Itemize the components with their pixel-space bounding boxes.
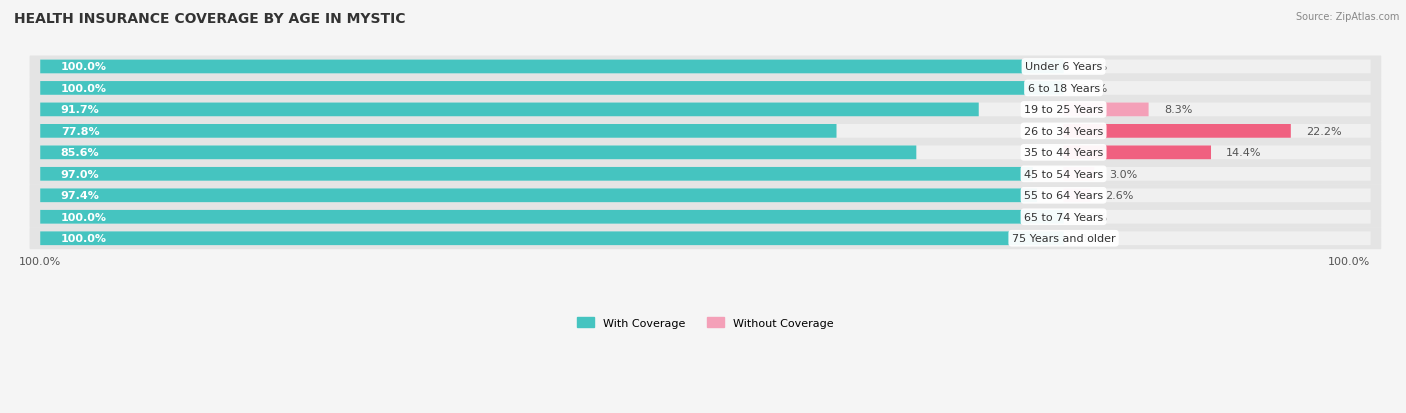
FancyBboxPatch shape — [41, 210, 1371, 224]
FancyBboxPatch shape — [30, 78, 1381, 100]
Text: 65 to 74 Years: 65 to 74 Years — [1024, 212, 1104, 222]
Text: 100.0%: 100.0% — [60, 62, 107, 72]
FancyBboxPatch shape — [41, 189, 1038, 203]
Text: 19 to 25 Years: 19 to 25 Years — [1024, 105, 1104, 115]
FancyBboxPatch shape — [41, 82, 1371, 95]
FancyBboxPatch shape — [30, 185, 1381, 207]
Text: 8.3%: 8.3% — [1164, 105, 1192, 115]
FancyBboxPatch shape — [30, 206, 1381, 228]
Text: 100.0%: 100.0% — [60, 84, 107, 94]
FancyBboxPatch shape — [1063, 146, 1211, 160]
FancyBboxPatch shape — [30, 142, 1381, 164]
Text: 14.4%: 14.4% — [1226, 148, 1261, 158]
Text: 6 to 18 Years: 6 to 18 Years — [1028, 84, 1099, 94]
FancyBboxPatch shape — [1063, 189, 1090, 203]
FancyBboxPatch shape — [41, 232, 1371, 246]
FancyBboxPatch shape — [41, 232, 1064, 246]
FancyBboxPatch shape — [41, 210, 1064, 224]
Text: 55 to 64 Years: 55 to 64 Years — [1024, 191, 1104, 201]
FancyBboxPatch shape — [30, 99, 1381, 121]
Text: 100.0%: 100.0% — [20, 256, 62, 266]
Text: HEALTH INSURANCE COVERAGE BY AGE IN MYSTIC: HEALTH INSURANCE COVERAGE BY AGE IN MYST… — [14, 12, 405, 26]
Text: 0.0%: 0.0% — [1078, 234, 1107, 244]
Text: 97.0%: 97.0% — [60, 169, 100, 179]
Text: 85.6%: 85.6% — [60, 148, 100, 158]
FancyBboxPatch shape — [41, 82, 1064, 95]
Text: Under 6 Years: Under 6 Years — [1025, 62, 1102, 72]
Text: 100.0%: 100.0% — [60, 234, 107, 244]
FancyBboxPatch shape — [41, 168, 1371, 181]
Text: 45 to 54 Years: 45 to 54 Years — [1024, 169, 1104, 179]
FancyBboxPatch shape — [41, 146, 1371, 160]
FancyBboxPatch shape — [30, 164, 1381, 185]
Text: 0.0%: 0.0% — [1078, 212, 1107, 222]
FancyBboxPatch shape — [1063, 168, 1094, 181]
Text: 75 Years and older: 75 Years and older — [1012, 234, 1115, 244]
Text: 22.2%: 22.2% — [1306, 126, 1341, 137]
Text: 97.4%: 97.4% — [60, 191, 100, 201]
FancyBboxPatch shape — [41, 189, 1371, 203]
Text: 100.0%: 100.0% — [60, 212, 107, 222]
Text: Source: ZipAtlas.com: Source: ZipAtlas.com — [1295, 12, 1399, 22]
FancyBboxPatch shape — [1063, 103, 1149, 117]
Text: 91.7%: 91.7% — [60, 105, 100, 115]
Text: 100.0%: 100.0% — [1329, 256, 1371, 266]
FancyBboxPatch shape — [41, 60, 1064, 74]
FancyBboxPatch shape — [41, 125, 837, 138]
FancyBboxPatch shape — [41, 103, 979, 117]
Text: 0.0%: 0.0% — [1078, 84, 1107, 94]
Legend: With Coverage, Without Coverage: With Coverage, Without Coverage — [572, 313, 838, 332]
Text: 35 to 44 Years: 35 to 44 Years — [1024, 148, 1104, 158]
Text: 77.8%: 77.8% — [60, 126, 100, 137]
FancyBboxPatch shape — [41, 146, 917, 160]
Text: 2.6%: 2.6% — [1105, 191, 1133, 201]
FancyBboxPatch shape — [30, 56, 1381, 78]
FancyBboxPatch shape — [41, 103, 1371, 117]
FancyBboxPatch shape — [41, 60, 1371, 74]
FancyBboxPatch shape — [41, 125, 1371, 138]
FancyBboxPatch shape — [30, 121, 1381, 142]
Text: 26 to 34 Years: 26 to 34 Years — [1024, 126, 1104, 137]
FancyBboxPatch shape — [41, 168, 1033, 181]
Text: 3.0%: 3.0% — [1109, 169, 1137, 179]
FancyBboxPatch shape — [1063, 125, 1291, 138]
Text: 0.0%: 0.0% — [1078, 62, 1107, 72]
FancyBboxPatch shape — [30, 228, 1381, 249]
